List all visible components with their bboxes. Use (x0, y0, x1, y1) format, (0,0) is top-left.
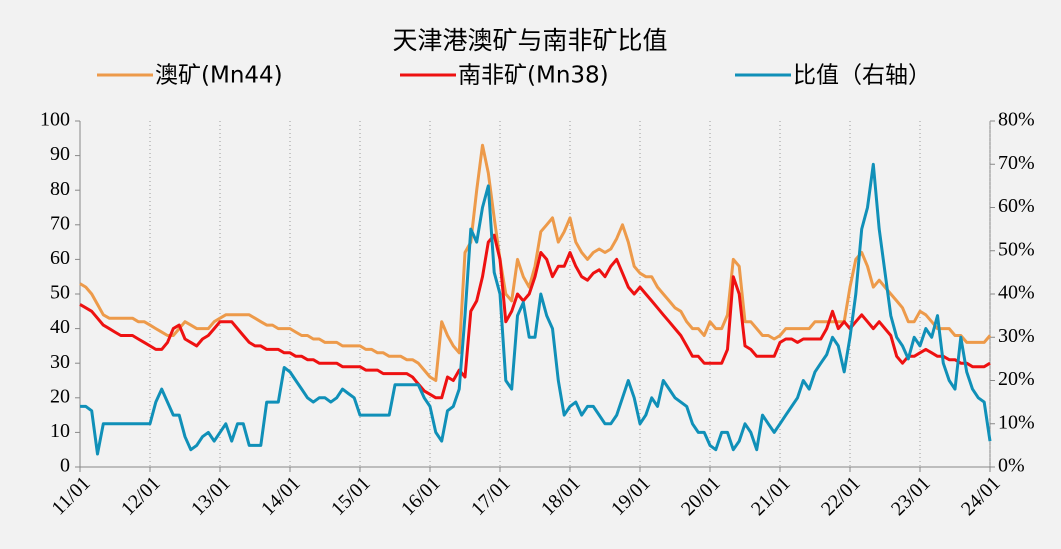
y2-tick-label: 50% (998, 238, 1035, 260)
y-tick-label: 0 (60, 455, 70, 477)
x-tick-label: 11/01 (48, 472, 95, 519)
x-tick-label: 21/01 (747, 472, 795, 520)
series-line (79, 233, 991, 400)
y-tick-label: 80 (50, 178, 70, 200)
x-tick-label: 15/01 (327, 472, 375, 520)
y2-tick-label: 10% (998, 411, 1035, 433)
y-tick-label: 30 (50, 351, 70, 373)
y-tick-label: 10 (50, 420, 70, 442)
x-tick-label: 24/01 (957, 472, 1005, 520)
y-tick-label: 20 (50, 385, 70, 407)
chart-title: 天津港澳矿与南非矿比值 (392, 26, 667, 55)
y2-tick-label: 30% (998, 325, 1035, 347)
y-tick-label: 60 (50, 247, 70, 269)
legend-label: 澳矿(Mn44) (155, 63, 283, 89)
legend-label: 南非矿(Mn38) (458, 63, 609, 89)
series-line (80, 162, 992, 456)
y2-tick-label: 20% (998, 368, 1035, 390)
y-tick-label: 70 (50, 212, 70, 234)
y2-tick-label: 70% (998, 152, 1035, 174)
x-tick-label: 12/01 (117, 472, 165, 520)
y-tick-label: 40 (50, 316, 70, 338)
legend-label: 比值（右轴） (793, 63, 931, 89)
x-tick-label: 22/01 (817, 472, 865, 520)
x-tick-label: 20/01 (677, 472, 725, 520)
x-tick-label: 19/01 (607, 472, 655, 520)
series-line (79, 143, 992, 382)
x-tick-label: 16/01 (397, 472, 445, 520)
x-tick-label: 18/01 (537, 472, 585, 520)
y-tick-label: 50 (50, 282, 70, 304)
x-tick-label: 23/01 (887, 472, 935, 520)
y2-tick-label: 60% (998, 195, 1035, 217)
y2-tick-label: 40% (998, 282, 1035, 304)
x-tick-label: 14/01 (257, 472, 305, 520)
x-tick-label: 13/01 (187, 472, 235, 520)
x-tick-label: 17/01 (467, 472, 515, 520)
y2-tick-label: 0% (998, 455, 1025, 477)
y-tick-label: 90 (50, 143, 70, 165)
y2-tick-label: 80% (998, 109, 1035, 131)
y-tick-label: 100 (40, 109, 70, 131)
